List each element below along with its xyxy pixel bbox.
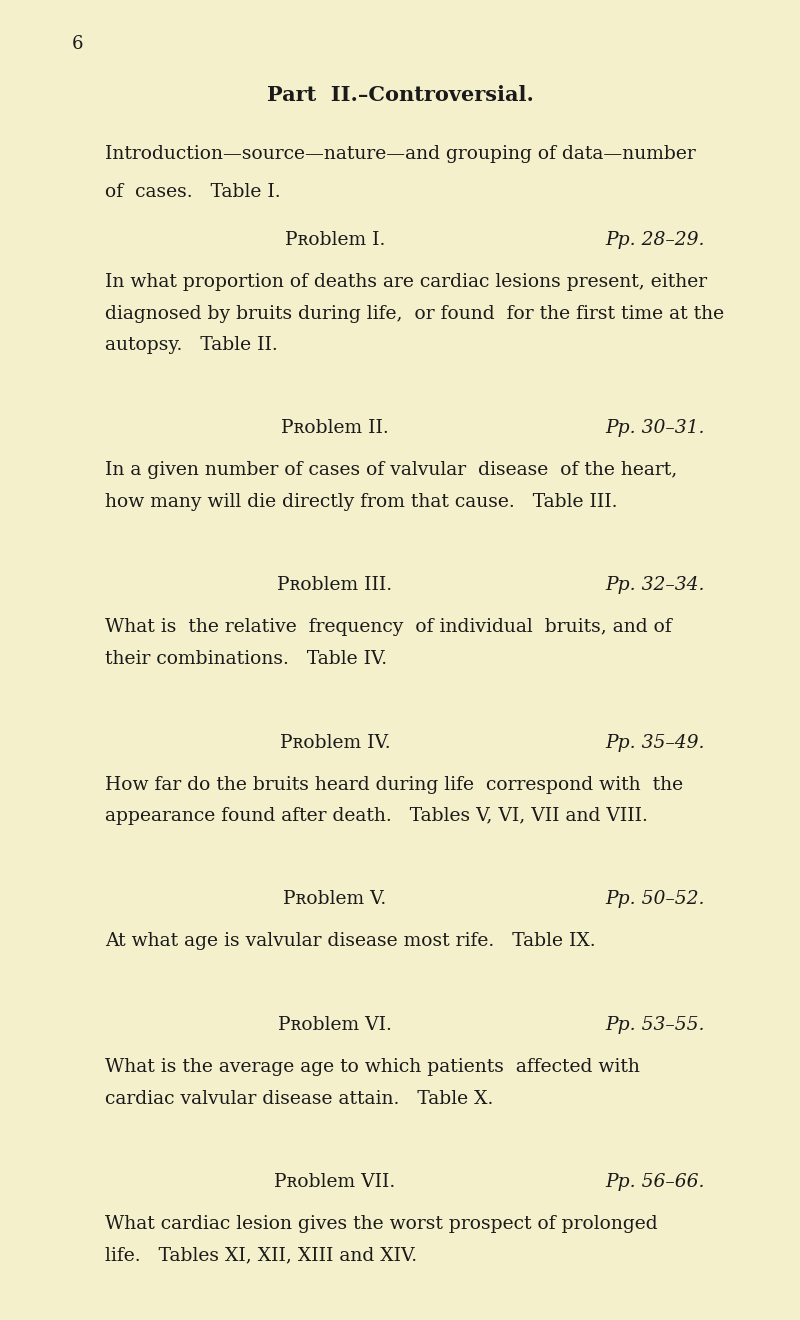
Text: Pp. 28–29.: Pp. 28–29. (605, 231, 705, 249)
Text: their combinations.   Table IV.: their combinations. Table IV. (105, 649, 387, 668)
Text: of  cases.   Table I.: of cases. Table I. (105, 183, 281, 201)
Text: What is  the relative  frequency  of individual  bruits, and of: What is the relative frequency of indivi… (105, 619, 672, 636)
Text: autopsy.   Table II.: autopsy. Table II. (105, 337, 278, 354)
Text: Pʀoblem VII.: Pʀoblem VII. (274, 1173, 396, 1191)
Text: Introduction—source—nature—and grouping of data—number: Introduction—source—nature—and grouping … (105, 145, 696, 162)
Text: What is the average age to which patients  affected with: What is the average age to which patient… (105, 1059, 640, 1076)
Text: In what proportion of deaths are cardiac lesions present, either: In what proportion of deaths are cardiac… (105, 273, 707, 290)
Text: Pp. 32–34.: Pp. 32–34. (605, 577, 705, 594)
Text: Pʀoblem VI.: Pʀoblem VI. (278, 1016, 392, 1034)
Text: Pʀoblem IV.: Pʀoblem IV. (280, 734, 390, 751)
Text: What cardiac lesion gives the worst prospect of prolonged: What cardiac lesion gives the worst pros… (105, 1214, 658, 1233)
Text: life.   Tables XI, XII, XIII and XIV.: life. Tables XI, XII, XIII and XIV. (105, 1246, 417, 1265)
Text: At what age is valvular disease most rife.   Table IX.: At what age is valvular disease most rif… (105, 932, 596, 950)
Text: diagnosed by bruits during life,  or found  for the first time at the: diagnosed by bruits during life, or foun… (105, 305, 724, 322)
Text: Pp. 53–55.: Pp. 53–55. (605, 1016, 705, 1034)
Text: In a given number of cases of valvular  disease  of the heart,: In a given number of cases of valvular d… (105, 462, 678, 479)
Text: Pp. 50–52.: Pp. 50–52. (605, 891, 705, 908)
Text: How far do the bruits heard during life  correspond with  the: How far do the bruits heard during life … (105, 776, 683, 793)
Text: Part  II.–Controversial.: Part II.–Controversial. (266, 84, 534, 106)
Text: Pʀoblem I.: Pʀoblem I. (285, 231, 385, 249)
Text: Pʀoblem V.: Pʀoblem V. (283, 891, 386, 908)
Text: Pʀoblem II.: Pʀoblem II. (281, 420, 389, 437)
Text: Pʀoblem III.: Pʀoblem III. (278, 577, 393, 594)
Text: 6: 6 (72, 36, 83, 53)
Text: how many will die directly from that cause.   Table III.: how many will die directly from that cau… (105, 492, 618, 511)
Text: Pp. 30–31.: Pp. 30–31. (605, 420, 705, 437)
Text: Pp. 56–66.: Pp. 56–66. (605, 1173, 705, 1191)
Text: Pp. 35–49.: Pp. 35–49. (605, 734, 705, 751)
Text: cardiac valvular disease attain.   Table X.: cardiac valvular disease attain. Table X… (105, 1089, 494, 1107)
Text: appearance found after death.   Tables V, VI, VII and VIII.: appearance found after death. Tables V, … (105, 807, 648, 825)
